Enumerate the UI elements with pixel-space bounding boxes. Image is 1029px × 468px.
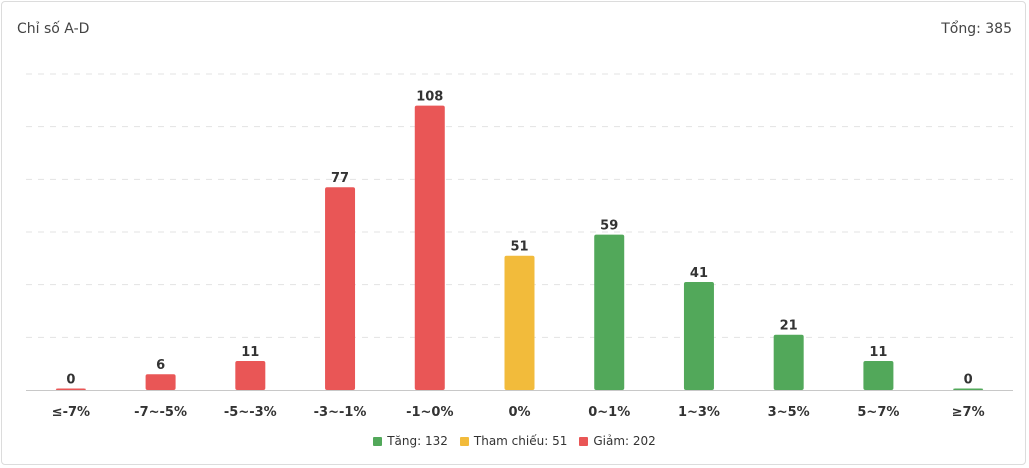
chart-bar[interactable] [414,105,445,390]
x-tick-label: 0~1% [588,405,630,420]
chart-title: Chỉ số A-D [17,21,90,37]
bar-value-label: 41 [690,266,708,281]
bar-value-label: 77 [331,171,349,186]
x-tick-label: -7~-5% [134,405,187,420]
legend-label-ref: Tham chiếu: 51 [473,434,568,448]
x-tick-label: 0% [508,405,530,420]
legend-swatch-up [373,436,383,446]
x-tick-label: ≥7% [952,405,985,420]
x-tick-label: ≤-7% [52,405,90,420]
bar-value-label: 59 [600,219,618,234]
legend-label-down: Giảm: 202 [593,434,656,448]
chart-bar[interactable] [145,374,176,390]
chart-bar[interactable] [773,334,804,390]
chart-bar[interactable] [683,282,714,390]
legend-label-up: Tăng: 132 [387,434,448,448]
x-tick-label: -1~0% [406,405,453,420]
total-count: Tổng: 385 [941,21,1012,37]
x-tick-label: 1~3% [678,405,720,420]
x-tick-label: -5~-3% [224,405,277,420]
chart-bar[interactable] [235,361,266,390]
chart-bar[interactable] [863,361,894,390]
bar-value-label: 11 [241,345,259,360]
chart-bar[interactable] [55,388,86,391]
legend-item-up[interactable]: Tăng: 132 [373,434,448,448]
legend-item-ref[interactable]: Tham chiếu: 51 [459,434,568,448]
x-tick-label: 3~5% [768,405,810,420]
ad-distribution-chart: 0 ≤-7% 6 -7~-5% 11 -5~-3% 77 -3~-1% 108 -1~0% 51 0%… [26,73,1013,420]
chart-bar[interactable] [953,388,984,391]
legend-swatch-ref [459,436,469,446]
bar-value-label: 6 [156,358,165,373]
chart-bar[interactable] [594,234,625,390]
legend-swatch-down [579,436,589,446]
bar-value-label: 0 [66,373,75,388]
x-tick-label: 5~7% [857,405,899,420]
bar-value-label: 108 [416,90,443,105]
bar-value-label: 0 [964,373,973,388]
legend-item-down[interactable]: Giảm: 202 [579,434,656,448]
bar-value-label: 21 [780,319,798,334]
bar-value-label: 51 [510,240,528,255]
chart-bar[interactable] [504,255,535,390]
chart-bar[interactable] [325,187,356,390]
x-tick-label: -3~-1% [314,405,367,420]
bar-value-label: 11 [869,345,887,360]
chart-legend: Tăng: 132 Tham chiếu: 51 Giảm: 202 [0,434,1029,448]
